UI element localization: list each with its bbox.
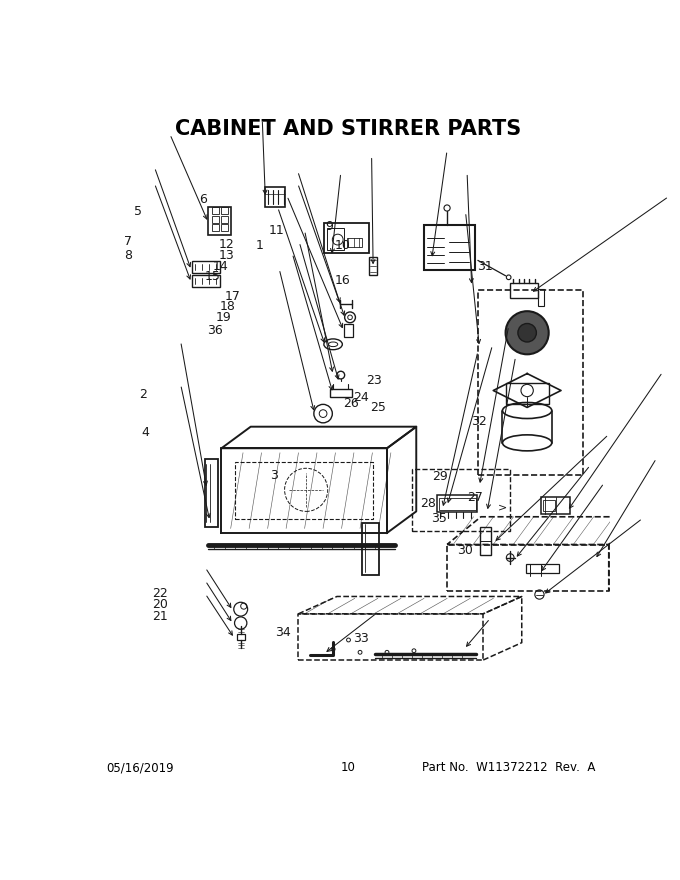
Bar (439, 497, 475, 510)
Bar (538, 289, 544, 306)
Text: 14: 14 (212, 260, 228, 273)
Bar (205, 459, 218, 527)
Text: 20: 20 (152, 598, 168, 612)
Text: 17: 17 (224, 290, 240, 304)
Text: 19: 19 (216, 311, 232, 324)
Bar (192, 275, 220, 287)
Bar (344, 324, 353, 336)
Text: 9: 9 (325, 220, 333, 232)
Text: 24: 24 (353, 391, 369, 404)
Bar (265, 187, 286, 207)
Text: 31: 31 (477, 260, 492, 274)
Text: 05/16/2019: 05/16/2019 (106, 761, 173, 774)
Bar (324, 223, 369, 253)
Bar (362, 523, 379, 576)
Bar (208, 207, 231, 235)
Text: 1: 1 (256, 239, 263, 253)
Bar (221, 216, 228, 223)
Text: 33: 33 (353, 632, 369, 645)
Text: 11: 11 (269, 224, 285, 238)
Text: 12: 12 (219, 238, 235, 251)
Text: 6: 6 (199, 193, 207, 206)
Text: 25: 25 (370, 401, 386, 414)
Bar (510, 282, 538, 298)
Text: 18: 18 (220, 300, 236, 313)
Bar (192, 261, 220, 274)
Text: 15: 15 (205, 270, 221, 282)
Bar (480, 527, 491, 554)
Text: 23: 23 (366, 374, 381, 387)
Bar (411, 469, 510, 531)
Text: 32: 32 (471, 414, 487, 428)
Text: 7: 7 (124, 235, 132, 247)
Bar (478, 290, 583, 475)
Text: Part No.  W11372212  Rev.  A: Part No. W11372212 Rev. A (422, 761, 595, 774)
Bar (212, 216, 219, 223)
Text: 21: 21 (152, 610, 168, 623)
Bar (237, 634, 245, 640)
Bar (424, 225, 475, 269)
Circle shape (505, 312, 549, 355)
Bar (347, 238, 362, 247)
Bar (330, 389, 352, 397)
Bar (212, 208, 219, 214)
Bar (212, 224, 219, 231)
Text: 34: 34 (275, 627, 290, 639)
Bar (526, 564, 560, 573)
Text: 26: 26 (343, 397, 358, 409)
Text: 2: 2 (139, 388, 147, 400)
Text: 5: 5 (134, 206, 142, 218)
Text: 22: 22 (152, 587, 168, 600)
Text: 27: 27 (467, 491, 483, 503)
Text: 29: 29 (432, 470, 448, 483)
Bar (235, 462, 373, 519)
Text: 10: 10 (341, 761, 356, 774)
Bar (505, 383, 549, 404)
Bar (369, 256, 377, 275)
Bar (543, 500, 555, 510)
Text: 3: 3 (270, 469, 277, 482)
Text: CABINET AND STIRRER PARTS: CABINET AND STIRRER PARTS (175, 119, 522, 139)
Bar (327, 228, 344, 250)
Bar (221, 208, 228, 214)
Text: 4: 4 (141, 426, 150, 439)
Text: 8: 8 (124, 249, 132, 262)
Text: >: > (498, 502, 507, 512)
Bar (437, 495, 477, 512)
Text: 36: 36 (207, 324, 222, 337)
Text: 35: 35 (430, 512, 447, 525)
Bar (541, 496, 571, 514)
Text: 13: 13 (219, 249, 235, 262)
Text: 10: 10 (335, 239, 351, 253)
Circle shape (518, 324, 537, 342)
Bar (221, 224, 228, 231)
Text: 30: 30 (458, 544, 473, 557)
Text: 16: 16 (335, 274, 351, 287)
Text: 28: 28 (420, 497, 435, 510)
